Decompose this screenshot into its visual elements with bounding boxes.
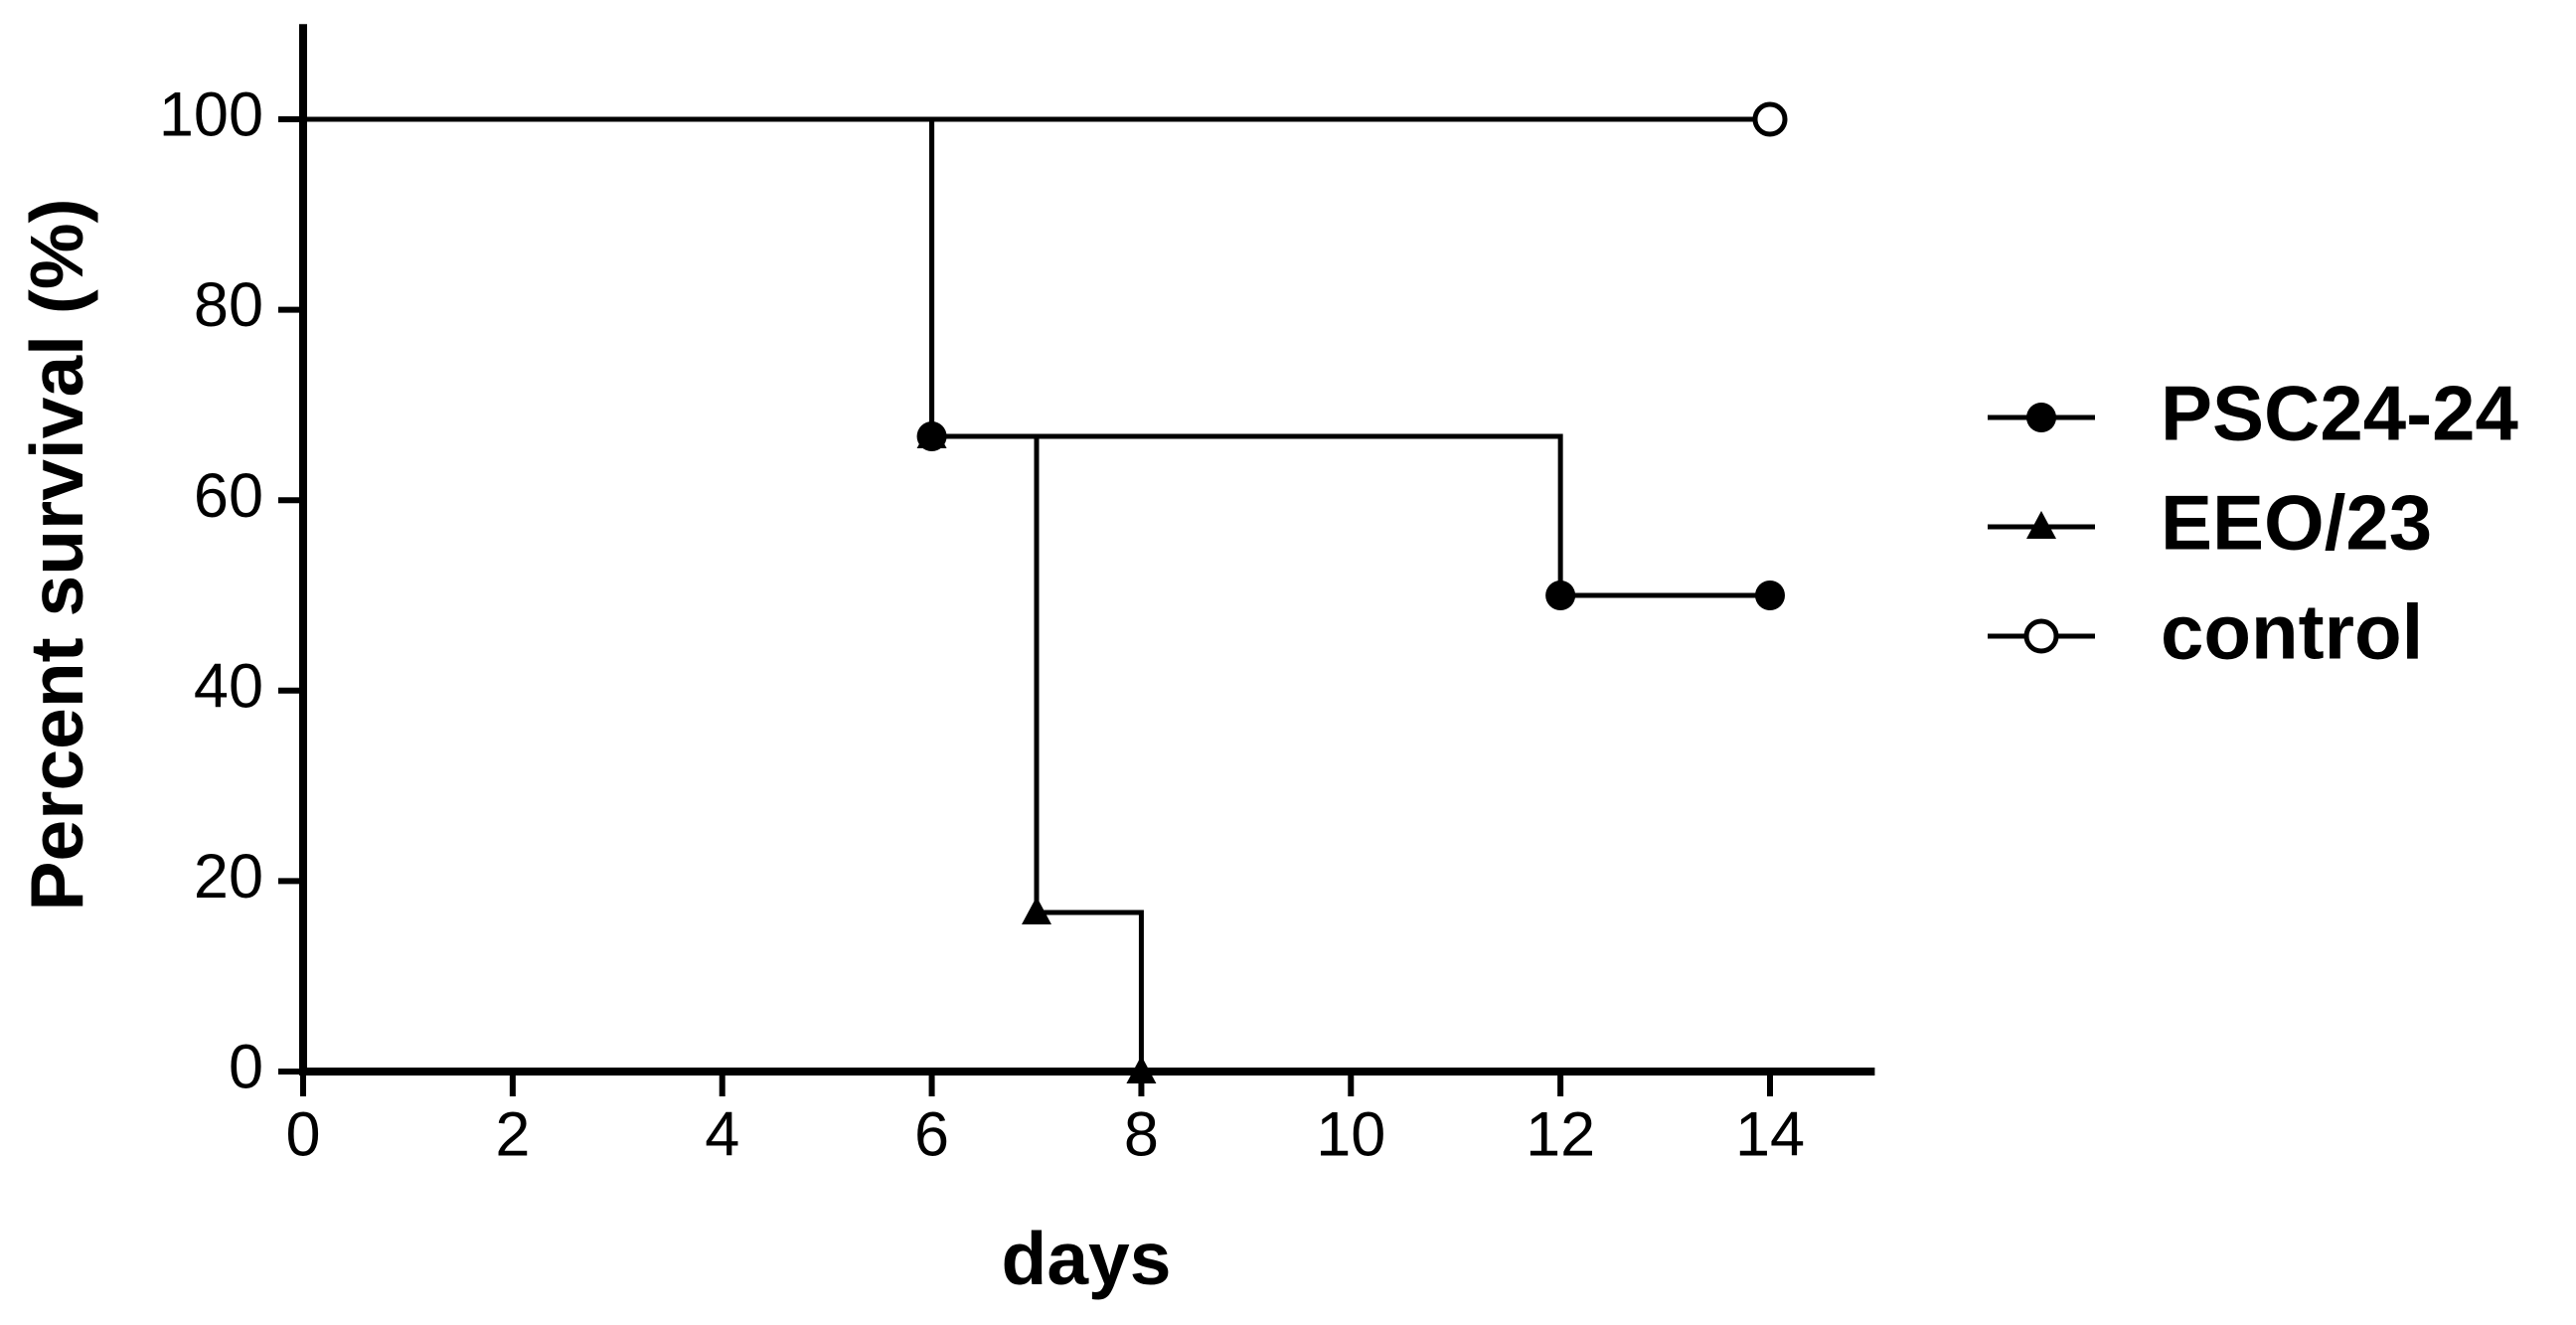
legend-label: control: [2161, 588, 2423, 676]
y-tick-label: 100: [159, 81, 263, 150]
x-tick-label: 12: [1526, 1100, 1595, 1170]
marker: [1126, 1056, 1157, 1083]
y-tick-label: 20: [194, 842, 263, 911]
marker: [1545, 580, 1576, 610]
y-axis-title: Percent survival (%): [15, 199, 98, 911]
marker: [916, 420, 947, 449]
marker: [2026, 511, 2056, 539]
x-tick-label: 8: [1124, 1100, 1159, 1170]
y-tick-label: 60: [194, 461, 263, 531]
y-tick-label: 80: [194, 270, 263, 340]
x-tick-label: 6: [914, 1100, 949, 1170]
marker: [1022, 897, 1051, 925]
survival-line: [303, 116, 1144, 1072]
x-tick-label: 2: [495, 1100, 530, 1170]
x-axis-title: days: [1002, 1217, 1172, 1300]
legend-label: PSC24-24: [2161, 370, 2518, 457]
x-tick-label: 0: [285, 1100, 320, 1170]
marker: [2023, 618, 2059, 654]
marker: [1755, 580, 1785, 610]
marker: [1752, 101, 1788, 137]
x-tick-label: 14: [1735, 1100, 1805, 1170]
x-tick-label: 10: [1316, 1100, 1385, 1170]
x-tick-label: 4: [705, 1100, 739, 1170]
marker: [2026, 403, 2056, 432]
y-tick-label: 40: [194, 651, 263, 721]
legend-label: EEO/23: [2161, 479, 2432, 567]
y-tick-label: 0: [229, 1033, 263, 1102]
